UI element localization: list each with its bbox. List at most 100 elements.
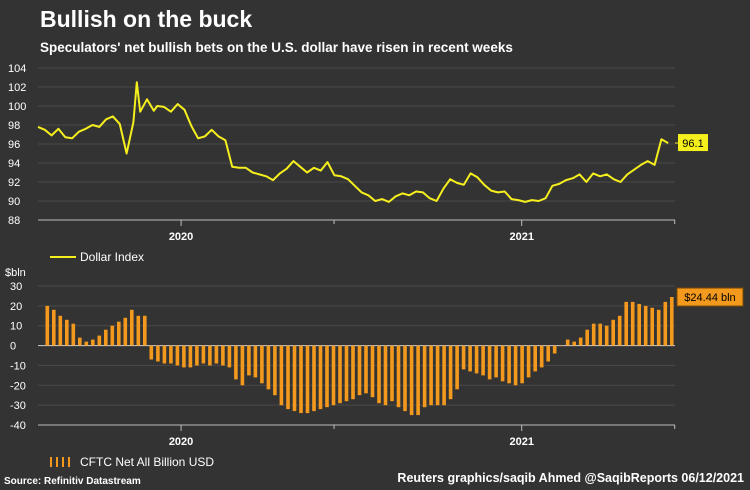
cftc-bar [188, 345, 193, 368]
dollar-index-line [37, 81, 669, 203]
cftc-bar [611, 319, 615, 346]
dollar-index-x-axis: 2020 2021 [38, 219, 676, 243]
cftc-bar [598, 323, 602, 346]
cftc-year-label: 2020 [169, 436, 193, 448]
bars-y-axis-unit: $bln [5, 267, 26, 279]
cftc-bar [91, 339, 95, 346]
cftc-bar [45, 305, 50, 346]
cftc-bar [143, 315, 147, 346]
cftc-bar [227, 345, 232, 368]
legend-bar-swatch [50, 457, 52, 467]
cftc-bar [247, 345, 251, 376]
cftc-bar [286, 345, 290, 410]
cftc-bar [318, 345, 323, 410]
cftc-y-tick-label: -30 [10, 400, 26, 412]
cftc-bar [578, 337, 583, 346]
cftc-bar [175, 345, 180, 366]
cftc-bar [182, 345, 186, 368]
cftc-bar [468, 345, 472, 372]
cftc-bar [117, 321, 121, 346]
cftc-bar [78, 337, 82, 346]
cftc-bar [65, 319, 69, 346]
chart-title: Bullish on the buck [40, 6, 253, 32]
cftc-bar [383, 345, 388, 406]
dollar-index-series [37, 81, 669, 203]
cftc-bar [338, 345, 342, 404]
cftc-bar [507, 345, 511, 384]
dollar-index-y-tick-label: 100 [8, 101, 26, 113]
last-value-text: $24.44 bln [684, 292, 735, 304]
cftc-bar [604, 325, 609, 346]
cftc-bar [130, 309, 134, 346]
cftc-bar [279, 345, 284, 406]
cftc-bar [461, 345, 466, 370]
cftc-bar [546, 345, 550, 362]
cftc-bar [221, 345, 225, 366]
chart-subtitle: Speculators' net bullish bets on the U.S… [40, 40, 513, 55]
cftc-bar [630, 301, 635, 346]
dollar-index-legend: Dollar Index [50, 250, 144, 264]
dollar-index-y-tick-label: 88 [8, 215, 20, 227]
cftc-gridlines [38, 285, 675, 426]
legend-bar-swatch [68, 457, 70, 467]
dollar-index-y-tick-label: 96 [8, 139, 20, 151]
cftc-bar [390, 345, 394, 402]
cftc-y-axis: -40 -30 -20 -10 0 10 20 30 [10, 281, 26, 432]
cftc-bar [110, 325, 115, 346]
cftc-bar [351, 345, 355, 400]
cftc-bar [162, 345, 167, 364]
cftc-year-label: 2021 [509, 436, 533, 448]
legend-bar-swatch [56, 457, 58, 467]
dollar-index-y-axis: 88 90 92 94 96 98 100 102 104 [8, 63, 26, 227]
cftc-bar [429, 345, 433, 406]
dollar-index-y-tick-label: 104 [8, 63, 26, 75]
cftc-bar [474, 345, 479, 374]
dollar-index-year-label: 2021 [509, 231, 533, 243]
cftc-y-tick-label: 0 [10, 341, 16, 353]
cftc-bar [416, 345, 420, 416]
cftc-bar [513, 345, 518, 386]
cftc-bar [565, 339, 570, 346]
cftc-bar [520, 345, 524, 384]
cftc-bar [487, 345, 492, 380]
cftc-bar [52, 309, 56, 346]
legend-cftc-label: CFTC Net All Billion USD [80, 455, 214, 469]
cftc-bar [637, 303, 641, 346]
cftc-bar [481, 345, 485, 376]
dollar-index-year-label: 2020 [169, 231, 193, 243]
cftc-bar [533, 345, 537, 372]
legend-dollar-index-label: Dollar Index [80, 250, 144, 264]
cftc-bar [97, 335, 102, 346]
cftc-bar [617, 315, 622, 346]
cftc-bar [201, 345, 206, 364]
cftc-bar [670, 297, 674, 346]
cftc-bar [624, 301, 628, 346]
cftc-bar [156, 345, 160, 362]
last-value-text: 96.1 [682, 138, 703, 150]
cftc-x-axis: 2020 2021 [38, 424, 676, 448]
cftc-bar [650, 307, 654, 346]
last-value-box [678, 134, 708, 152]
cftc-bar [552, 345, 557, 354]
cftc-bar [312, 345, 316, 412]
cftc-y-tick-label: -20 [10, 380, 26, 392]
cftc-bar [364, 345, 368, 394]
cftc-y-tick-label: 20 [10, 301, 22, 313]
cftc-bar [663, 301, 668, 346]
cftc-bar [104, 329, 108, 346]
cftc-bar [84, 341, 89, 346]
cftc-y-tick-label: -40 [10, 420, 26, 432]
cftc-bar [377, 345, 381, 404]
dollar-index-y-tick-label: 102 [8, 82, 26, 94]
cftc-bar [149, 345, 154, 360]
cftc-bar [195, 345, 199, 366]
cftc-bar [643, 305, 648, 346]
cftc-bar [344, 345, 349, 402]
cftc-bar [500, 345, 505, 382]
cftc-bar [572, 341, 576, 346]
cftc-bar [325, 345, 329, 408]
cftc-bar [357, 345, 362, 396]
last-value-box [676, 287, 744, 307]
cftc-bar [494, 345, 498, 378]
